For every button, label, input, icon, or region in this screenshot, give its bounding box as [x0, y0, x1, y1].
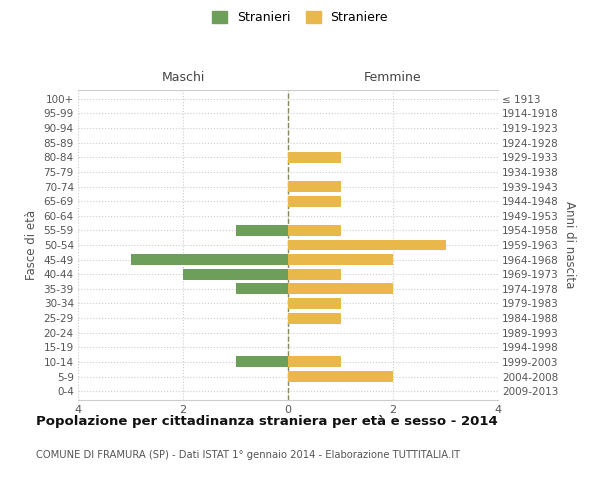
Text: Maschi: Maschi [161, 71, 205, 84]
Text: Popolazione per cittadinanza straniera per età e sesso - 2014: Popolazione per cittadinanza straniera p… [36, 415, 498, 428]
Bar [130, 254, 288, 265]
Bar [288, 312, 341, 324]
Y-axis label: Anni di nascita: Anni di nascita [563, 202, 575, 288]
Bar [183, 269, 288, 280]
Bar [288, 196, 341, 206]
Bar [235, 284, 288, 294]
Bar [288, 254, 393, 265]
Bar [235, 225, 288, 236]
Bar [288, 298, 341, 309]
Bar [235, 356, 288, 368]
Y-axis label: Fasce di età: Fasce di età [25, 210, 38, 280]
Text: Femmine: Femmine [364, 71, 422, 84]
Bar [288, 284, 393, 294]
Text: COMUNE DI FRAMURA (SP) - Dati ISTAT 1° gennaio 2014 - Elaborazione TUTTITALIA.IT: COMUNE DI FRAMURA (SP) - Dati ISTAT 1° g… [36, 450, 460, 460]
Bar [288, 152, 341, 162]
Bar [288, 240, 445, 250]
Bar [288, 181, 341, 192]
Bar [288, 371, 393, 382]
Bar [288, 269, 341, 280]
Bar [288, 225, 341, 236]
Legend: Stranieri, Straniere: Stranieri, Straniere [212, 11, 388, 24]
Bar [288, 356, 341, 368]
